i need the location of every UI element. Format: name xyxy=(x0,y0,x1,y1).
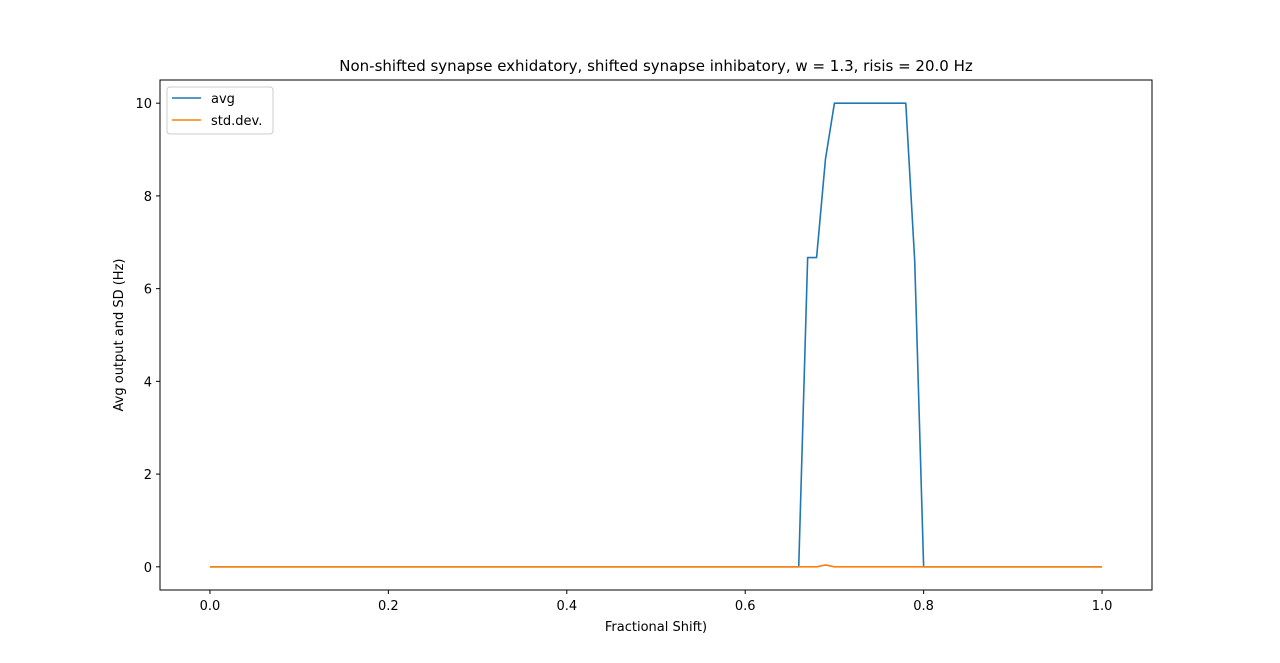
legend-label-avg: avg xyxy=(211,92,235,107)
y-tick-label: 6 xyxy=(144,283,152,298)
y-tick-label: 8 xyxy=(144,190,152,205)
series-layer xyxy=(209,102,1103,568)
series-line-std-dev xyxy=(209,564,1103,568)
plot-frame xyxy=(159,79,1153,591)
y-tick-label: 0 xyxy=(144,561,152,576)
x-tick-label: 1.0 xyxy=(1092,599,1113,614)
x-tick-label: 0.4 xyxy=(556,599,577,614)
legend-label-std-dev: std.dev. xyxy=(211,114,262,129)
x-axis-label: Fractional Shift) xyxy=(605,620,707,635)
legend: avg std.dev. xyxy=(166,86,274,135)
x-tick-label: 0.2 xyxy=(378,599,399,614)
y-tick-label: 10 xyxy=(135,97,152,112)
x-tick-label: 0.6 xyxy=(735,599,756,614)
y-tick-label: 2 xyxy=(144,468,152,483)
y-axis: 0 2 4 6 8 10 xyxy=(135,97,160,576)
series-line-avg xyxy=(209,102,1103,568)
x-axis: 0.0 0.2 0.4 0.6 0.8 1.0 xyxy=(200,590,1113,614)
x-tick-label: 0.8 xyxy=(913,599,934,614)
y-axis-label: Avg output and SD (Hz) xyxy=(112,259,127,412)
y-tick-label: 4 xyxy=(144,375,152,390)
chart-title: Non-shifted synapse exhidatory, shifted … xyxy=(339,57,973,75)
x-tick-label: 0.0 xyxy=(200,599,221,614)
